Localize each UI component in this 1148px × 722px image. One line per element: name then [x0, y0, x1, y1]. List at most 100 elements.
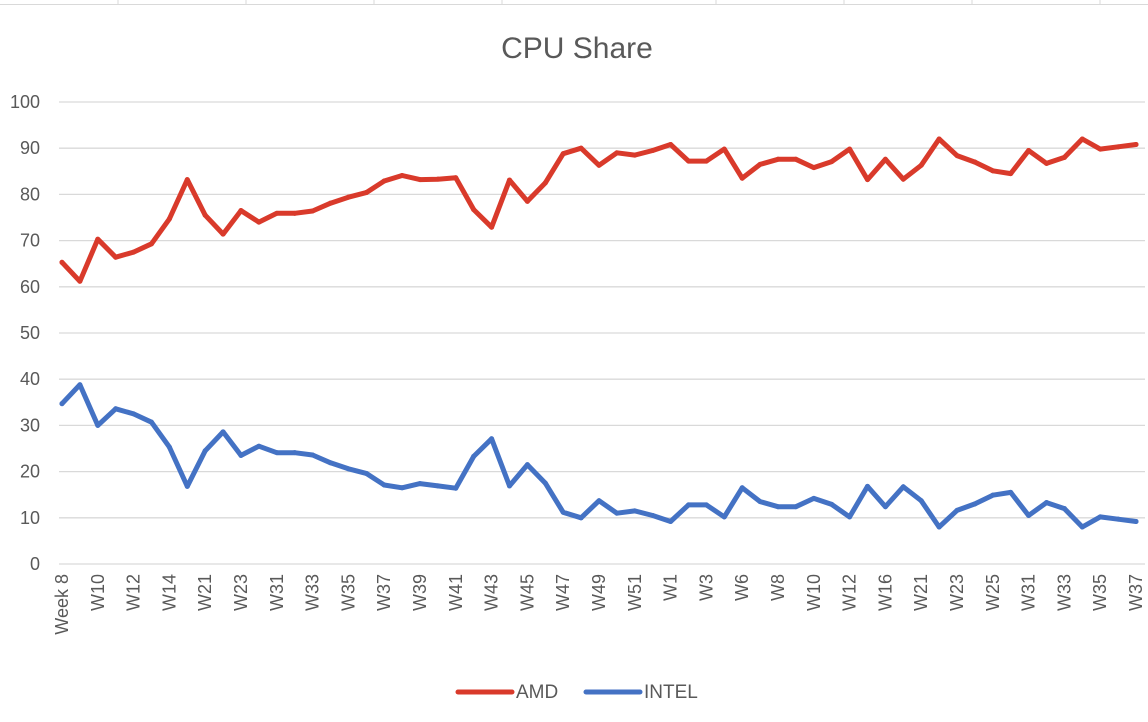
legend-label-amd: AMD	[516, 682, 558, 703]
data-point-intel	[542, 480, 548, 486]
x-tick-label: W23	[947, 574, 967, 611]
data-point-intel	[847, 514, 853, 520]
top-edge-gridlines	[0, 0, 1148, 5]
x-tick-label: W16	[875, 574, 895, 611]
data-point-amd	[292, 210, 298, 216]
y-tick-label: 100	[10, 92, 40, 112]
data-point-intel	[650, 512, 656, 518]
data-point-intel	[345, 466, 351, 472]
data-point-intel	[77, 382, 83, 388]
data-point-intel	[184, 483, 190, 489]
data-point-intel	[363, 470, 369, 476]
data-point-amd	[1026, 148, 1032, 154]
data-point-intel	[578, 515, 584, 521]
x-tick-label: W1	[661, 574, 681, 601]
data-point-intel	[310, 452, 316, 458]
data-point-amd	[345, 194, 351, 200]
y-tick-label: 30	[20, 415, 40, 435]
data-point-amd	[757, 161, 763, 167]
data-point-intel	[1008, 489, 1014, 495]
data-point-intel	[524, 462, 530, 468]
data-point-amd	[363, 190, 369, 196]
data-point-intel	[506, 483, 512, 489]
data-point-intel	[703, 502, 709, 508]
data-point-amd	[775, 156, 781, 162]
data-point-intel	[256, 443, 262, 449]
data-point-intel	[900, 484, 906, 490]
x-tick-label: W12	[840, 574, 860, 611]
data-point-intel	[435, 483, 441, 489]
data-point-intel	[739, 485, 745, 491]
data-point-amd	[327, 200, 333, 206]
data-point-amd	[166, 216, 172, 222]
data-point-intel	[489, 436, 495, 442]
data-point-intel	[453, 485, 459, 491]
y-tick-label: 10	[20, 508, 40, 528]
data-point-amd	[578, 145, 584, 151]
x-tick-label: W12	[124, 574, 144, 611]
data-point-intel	[614, 510, 620, 516]
data-point-amd	[739, 175, 745, 181]
data-point-amd	[1008, 171, 1014, 177]
y-tick-label: 40	[20, 369, 40, 389]
x-tick-label: W51	[625, 574, 645, 611]
y-tick-label: 0	[30, 554, 40, 574]
data-point-amd	[274, 210, 280, 216]
x-tick-label: W31	[267, 574, 287, 611]
x-tick-label: W37	[374, 574, 394, 611]
data-point-intel	[632, 508, 638, 514]
x-tick-label: W25	[983, 574, 1003, 611]
x-tick-label: W41	[446, 574, 466, 611]
x-tick-label: W14	[159, 574, 179, 611]
data-point-amd	[1061, 154, 1067, 160]
x-tick-label: W43	[482, 574, 502, 611]
data-point-intel	[775, 504, 781, 510]
data-point-amd	[435, 176, 441, 182]
data-point-intel	[202, 448, 208, 454]
data-point-amd	[686, 158, 692, 164]
data-point-intel	[1026, 512, 1032, 518]
data-point-amd	[1097, 146, 1103, 152]
data-point-intel	[1133, 518, 1139, 524]
legend: AMD INTEL	[455, 682, 698, 703]
data-point-intel	[990, 492, 996, 498]
y-axis-tick-labels: 0 10 20 30 40 50 60 70 80 90 100	[10, 92, 40, 574]
data-point-amd	[148, 241, 154, 247]
data-point-intel	[59, 401, 65, 407]
data-point-intel	[793, 504, 799, 510]
data-point-intel	[399, 485, 405, 491]
data-point-intel	[1061, 506, 1067, 512]
x-tick-label: W21	[195, 574, 215, 611]
y-tick-label: 50	[20, 323, 40, 343]
data-point-intel	[381, 482, 387, 488]
data-point-intel	[829, 501, 835, 507]
data-point-intel	[292, 450, 298, 456]
data-point-amd	[184, 177, 190, 183]
data-point-intel	[865, 483, 871, 489]
data-point-intel	[417, 481, 423, 487]
data-point-intel	[220, 429, 226, 435]
data-point-amd	[972, 159, 978, 165]
y-tick-label: 90	[20, 138, 40, 158]
data-point-amd	[1133, 142, 1139, 148]
x-tick-label: W49	[589, 574, 609, 611]
data-point-amd	[793, 156, 799, 162]
data-point-amd	[238, 208, 244, 214]
data-point-amd	[399, 172, 405, 178]
data-point-intel	[471, 453, 477, 459]
legend-label-intel: INTEL	[644, 682, 698, 703]
data-point-amd	[471, 207, 477, 213]
x-tick-label: W10	[804, 574, 824, 611]
data-point-intel	[721, 514, 727, 520]
data-point-amd	[650, 148, 656, 154]
data-point-intel	[882, 504, 888, 510]
data-point-intel	[113, 406, 119, 412]
data-point-amd	[1044, 160, 1050, 166]
series-lines	[59, 136, 1139, 530]
data-point-amd	[811, 165, 817, 171]
data-point-amd	[310, 208, 316, 214]
data-point-amd	[1115, 144, 1121, 150]
x-tick-label: W35	[1090, 574, 1110, 611]
data-point-amd	[95, 236, 101, 242]
data-point-amd	[829, 159, 835, 165]
